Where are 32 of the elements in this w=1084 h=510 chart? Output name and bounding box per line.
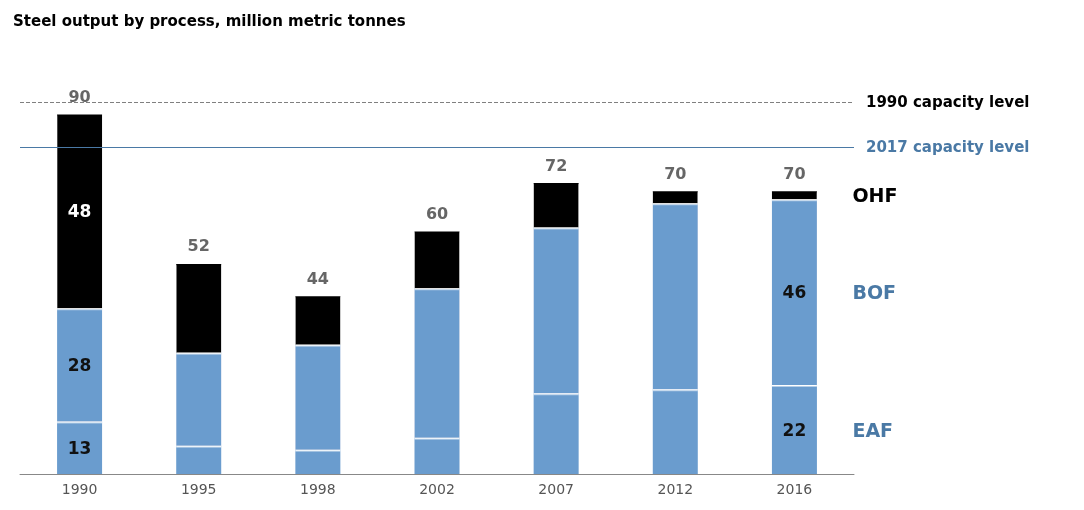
x-tick-label: 1998: [300, 481, 336, 497]
x-tick-label: 2016: [776, 481, 813, 497]
bar: [414, 231, 460, 289]
total-label: 60: [425, 204, 449, 224]
total-label: 44: [306, 268, 329, 288]
data-label: 13: [67, 437, 92, 458]
data-label: 46: [782, 282, 807, 303]
chart-title: Steel output by process, million metric tonnes: [13, 11, 406, 30]
total-label: 72: [545, 155, 568, 175]
ref-line-label: 2017 capacity level: [866, 137, 1030, 156]
data-label: 28: [67, 354, 92, 375]
series-label: EAF: [852, 418, 894, 441]
total-label: 52: [187, 236, 210, 256]
bar: [176, 263, 222, 353]
series-label: OHF: [852, 184, 898, 207]
data-label: 22: [782, 419, 807, 440]
x-tick-label: 1990: [61, 481, 98, 497]
x-tick-label: 2012: [657, 481, 694, 497]
x-tick-label: 2002: [419, 481, 455, 497]
bar: [295, 296, 341, 345]
series-label: BOF: [852, 281, 897, 304]
bar: [57, 114, 103, 309]
x-tick-label: 1995: [180, 481, 217, 497]
total-label: 70: [783, 163, 806, 183]
bar: [652, 191, 698, 204]
data-label: 48: [67, 201, 92, 222]
total-label: 90: [68, 86, 91, 106]
ref-line-label: 1990 capacity level: [866, 93, 1030, 112]
total-label: 70: [664, 163, 687, 183]
bar: [533, 183, 579, 228]
bar: [771, 191, 817, 200]
x-tick-label: 2007: [538, 481, 574, 497]
